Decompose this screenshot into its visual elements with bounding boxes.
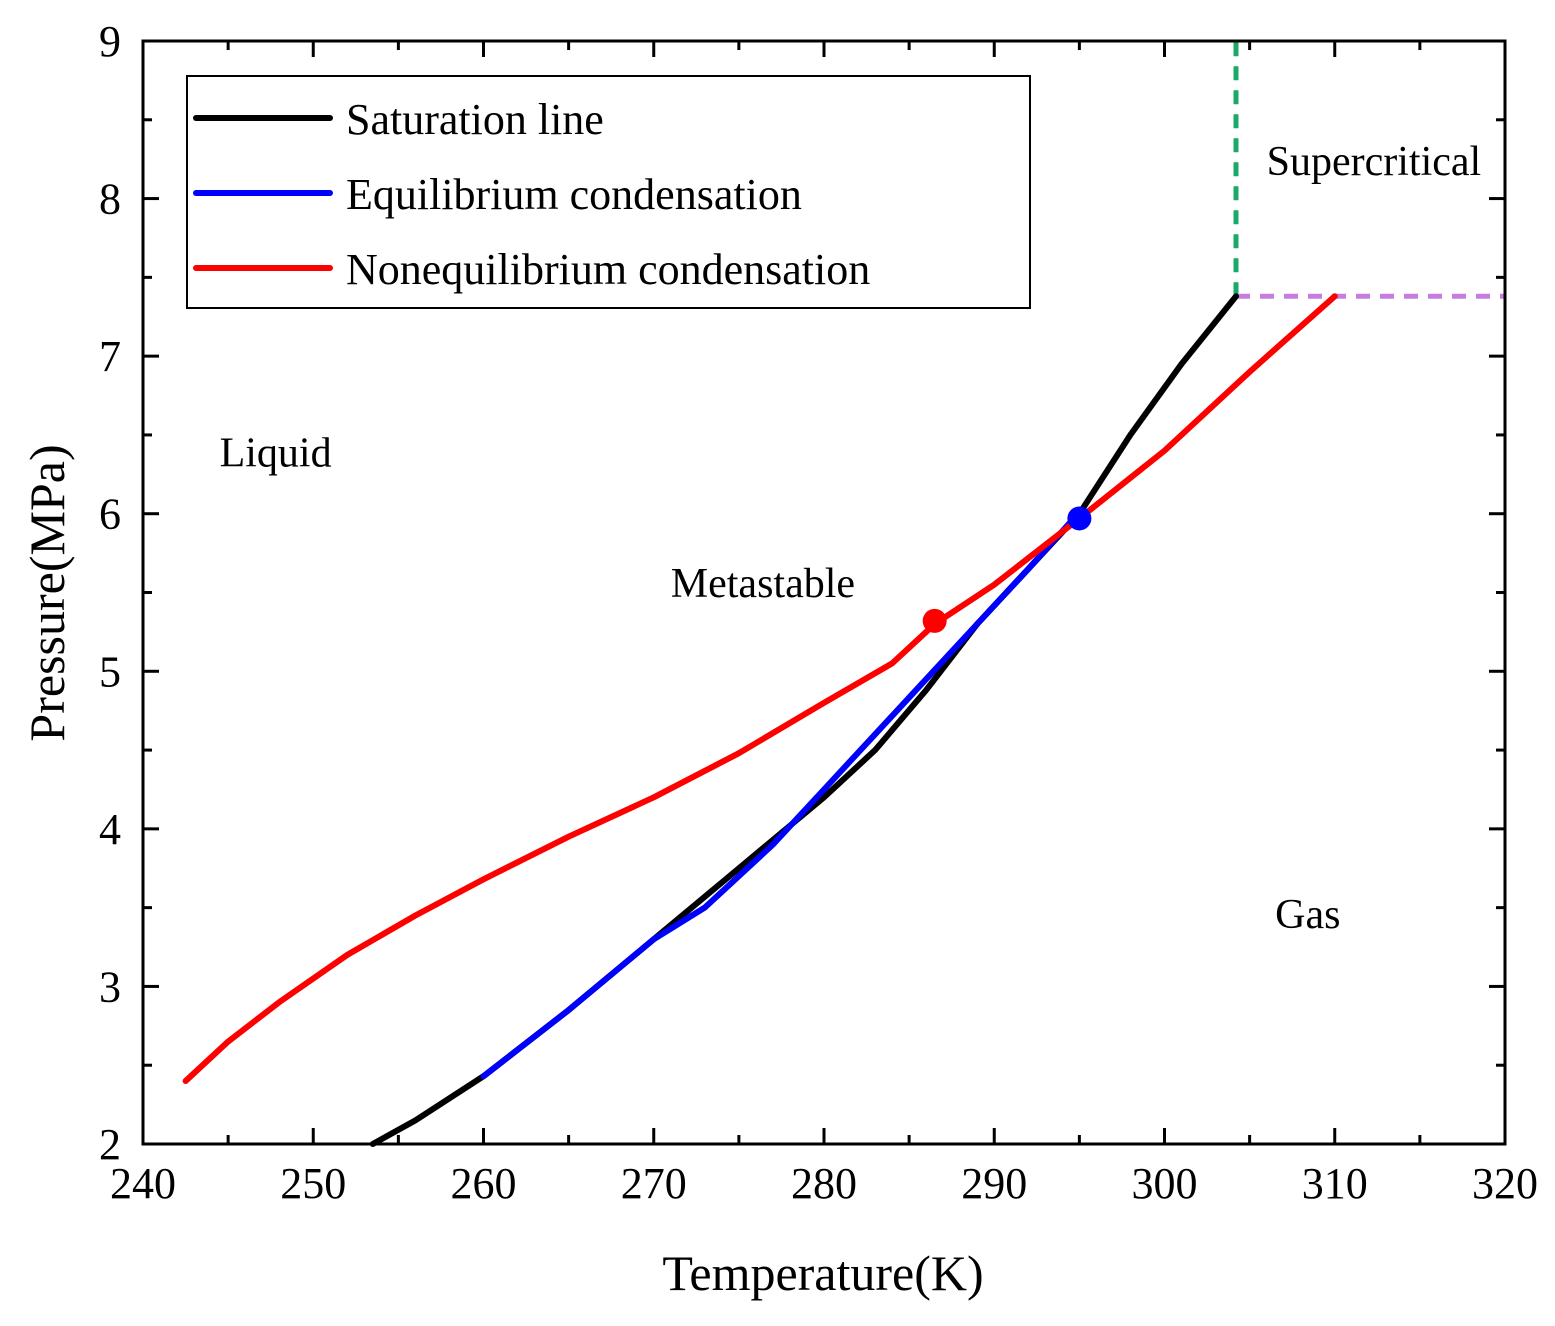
x-tick-label: 250 <box>280 1159 346 1208</box>
y-tick-label: 8 <box>99 175 121 224</box>
x-tick-label: 260 <box>451 1159 517 1208</box>
x-tick-label: 320 <box>1472 1159 1538 1208</box>
y-axis-title: Pressure(MPa) <box>19 444 75 741</box>
axis-tick-labels: 240 250 260 270 280 290 300 310 320 2 3 4 5 6 7 8 9 <box>99 17 1538 1208</box>
region-labels: Liquid Metastable Supercritical Gas <box>220 139 1482 938</box>
series-line-equilibrium-condensation <box>480 518 1074 1080</box>
marker-equilibrium-onset <box>1067 506 1092 531</box>
y-tick-label: 9 <box>99 17 121 66</box>
x-tick-label: 240 <box>110 1159 176 1208</box>
y-tick-label: 4 <box>99 805 121 854</box>
plot-content <box>182 41 1505 1147</box>
legend-label-nonequilibrium-condensation: Nonequilibrium condensation <box>346 245 870 294</box>
series-line-nonequilibrium-condensation <box>182 293 1338 1084</box>
legend-label-saturation-line: Saturation line <box>346 95 604 144</box>
region-label-metastable: Metastable <box>671 561 855 607</box>
region-label-gas: Gas <box>1275 892 1340 938</box>
y-tick-label: 7 <box>99 332 121 381</box>
y-tick-label: 2 <box>99 1120 121 1169</box>
legend-items: Saturation line Equilibrium condensation N… <box>193 95 870 294</box>
legend-label-equilibrium-condensation: Equilibrium condensation <box>346 170 802 219</box>
y-tick-label: 6 <box>99 490 121 539</box>
region-label-supercritical: Supercritical <box>1267 139 1482 185</box>
y-tick-label: 5 <box>99 647 121 696</box>
x-tick-label: 300 <box>1132 1159 1198 1208</box>
axis-ticks <box>141 39 1507 1146</box>
x-tick-label: 310 <box>1302 1159 1368 1208</box>
x-tick-label: 280 <box>791 1159 857 1208</box>
legend: Saturation line Equilibrium condensation N… <box>186 75 1031 309</box>
x-tick-label: 270 <box>621 1159 687 1208</box>
region-label-liquid: Liquid <box>220 430 332 476</box>
y-tick-label: 3 <box>99 962 121 1011</box>
series-line-saturation-line <box>369 293 1239 1147</box>
x-tick-label: 290 <box>961 1159 1027 1208</box>
x-axis-title: Temperature(K) <box>662 1245 983 1301</box>
marker-nonequilibrium-onset <box>922 608 947 633</box>
